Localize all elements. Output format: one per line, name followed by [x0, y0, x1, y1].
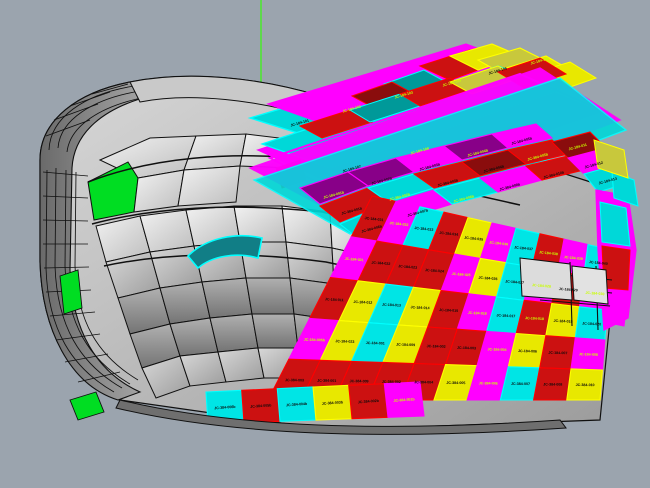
- panel-label: JC-184-037: [514, 245, 533, 251]
- panel-label: JC-384-004: [414, 380, 433, 384]
- panel-label: JC-184-029: [559, 287, 578, 292]
- panel-label: JC-184-104: [442, 78, 461, 87]
- panel-label: JC-384-006b: [214, 405, 236, 411]
- highlighted-plate-2: [59, 269, 83, 315]
- panel-label: JC-184-108: [410, 146, 429, 155]
- panel-label: JC-184-014: [410, 305, 429, 310]
- panel-label-layer: JC-184-031 JC-184-032 JC-184-033 JC-184-034…: [214, 56, 617, 410]
- panel-label: JC-184-005b: [304, 338, 326, 343]
- panel-label: JC-384-002: [382, 380, 401, 384]
- panel-label: JC-384-010: [576, 383, 595, 387]
- panel-label: JC-384-004b: [286, 402, 308, 408]
- panel-label: JC-184-006: [518, 349, 537, 354]
- panel-label: JC-184-103: [394, 90, 413, 99]
- panel-label: JC-384-006b: [361, 224, 383, 234]
- panel-label: JC-184-019: [553, 319, 572, 324]
- panel-label: JC-384-008b: [453, 194, 475, 204]
- panel-label: JC-184-024: [425, 268, 444, 273]
- panel-label: JC-184-038: [539, 250, 558, 256]
- panel-label: JC-384-002b: [358, 399, 380, 405]
- panel-label: JC-184-022: [371, 261, 390, 266]
- panel-label: JC-184-105: [488, 66, 507, 75]
- panel-label: JC-184-021: [345, 257, 364, 262]
- panel-label: JC-184-007: [548, 351, 567, 356]
- panel-label: JC-184-016: [468, 311, 487, 316]
- panel-label: JC-184-017: [496, 313, 515, 318]
- panel-label: JC-184-026: [478, 276, 497, 281]
- panel-label: JC-184-101: [290, 118, 309, 127]
- panel-label: JC-184-039: [564, 255, 583, 261]
- panel-label: JC-184-033: [414, 226, 433, 232]
- panel-label: JC-184-012: [353, 300, 372, 305]
- panel-label: JC-184-020: [582, 322, 601, 327]
- panel-label: JC-184-004: [488, 347, 507, 352]
- panel-label: JC-184-034: [439, 231, 458, 237]
- panel-cell[interactable]: [566, 368, 603, 401]
- stern-grey-panels: [519, 257, 609, 305]
- panel-label: JC-184-002: [427, 344, 446, 349]
- hull-bottom-edge: [115, 399, 567, 435]
- panel-label: JC-384-009b: [499, 182, 521, 192]
- panel-label: JC-384-007: [511, 382, 530, 386]
- panel-label: JC-384-006: [479, 381, 498, 385]
- panel-label: JC-184-009: [396, 343, 415, 348]
- panel-label: JC-184-008: [579, 352, 598, 357]
- panel-label: JC-184-018: [525, 316, 544, 321]
- panel-label: JC-184-027: [505, 279, 524, 284]
- panel-label: JC-184-023: [335, 339, 354, 344]
- panel-label: JC-384-005b: [527, 152, 549, 162]
- panel-label: JC-184-003b: [419, 162, 441, 172]
- bottom-panel-strip[interactable]: [205, 381, 425, 425]
- panel-label: JC-384-003b: [437, 178, 459, 188]
- panel-label: JC-184-011: [325, 297, 344, 302]
- stern-end-panels[interactable]: [593, 139, 639, 332]
- panel-label: JC-184-031: [364, 216, 383, 222]
- panel-label: JC-184-040: [589, 260, 608, 266]
- panel-label: JC-184-005b: [511, 136, 533, 146]
- panel-label: JC-184-107: [342, 164, 361, 173]
- panel-label: JC-184-011: [568, 143, 587, 152]
- cyan-outline-recess: [186, 235, 263, 270]
- panel-label: JC-184-002b: [371, 176, 393, 186]
- panel-label: JC-384-010b: [543, 170, 565, 180]
- panel-label: JC-384-004b: [483, 164, 505, 174]
- panel-label: JC-184-003: [457, 346, 476, 351]
- panel-label: JC-184-004b: [467, 148, 489, 158]
- panel-cell-bottom[interactable]: [383, 381, 425, 418]
- panel-label: JC-184-102: [342, 104, 361, 113]
- panel-label: JC-184-023: [398, 264, 417, 269]
- panel-label: JC-384-001b: [393, 397, 415, 403]
- panel-label: JC-184-036: [489, 241, 508, 247]
- panel-label: JC-184-025: [452, 272, 471, 277]
- panel-label: JC-384-008: [543, 383, 562, 387]
- panel-label: JC-184-032: [389, 221, 408, 227]
- highlighted-plate-3: [69, 391, 105, 421]
- panel-label: JC-384-001: [317, 379, 336, 383]
- panel-label: JC-384-003b: [322, 400, 344, 406]
- panel-label: JC-384-005: [446, 381, 465, 385]
- panel-label: JC-384-003: [285, 378, 304, 382]
- panel-label: JC-184-030: [585, 291, 604, 296]
- panel-label: JC-184-013: [382, 303, 401, 308]
- panel-label: JC-184-028: [532, 283, 551, 288]
- panel-label: JC-384-007b: [407, 208, 429, 218]
- panel-label: JC-184-001: [366, 341, 385, 346]
- panel-label: JC-384-001b: [341, 206, 363, 216]
- panel-label: JC-184-013: [598, 177, 617, 186]
- panel-label: JC-184-012: [584, 161, 603, 170]
- panel-label: JC-184-035: [464, 236, 483, 242]
- panel-label: JC-184-015: [439, 308, 458, 313]
- panel-label: JC-184-106: [530, 56, 549, 65]
- panel-label: JC-384-005b: [250, 403, 272, 409]
- panel-label: JC-184-001b: [323, 190, 345, 200]
- panel-label: JC-384-009: [350, 379, 369, 383]
- panel-label: JC-384-002b: [389, 192, 411, 202]
